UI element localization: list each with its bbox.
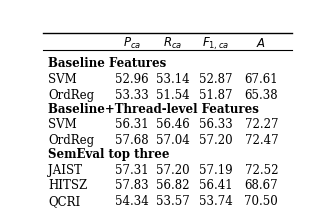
- Text: 72.52: 72.52: [245, 164, 278, 177]
- Text: 57.20: 57.20: [199, 134, 232, 147]
- Text: 53.33: 53.33: [115, 89, 149, 102]
- Text: 52.96: 52.96: [115, 73, 149, 86]
- Text: 67.61: 67.61: [245, 73, 278, 86]
- Text: HITSZ: HITSZ: [48, 179, 88, 192]
- Text: OrdReg: OrdReg: [48, 134, 95, 147]
- Text: 72.47: 72.47: [245, 134, 278, 147]
- Text: $R_{ca}$: $R_{ca}$: [163, 36, 182, 51]
- Text: 56.41: 56.41: [199, 179, 232, 192]
- Text: $P_{ca}$: $P_{ca}$: [123, 36, 141, 51]
- Text: 70.50: 70.50: [245, 195, 278, 208]
- Text: $A$: $A$: [256, 37, 266, 50]
- Text: SVM: SVM: [48, 73, 77, 86]
- Text: 57.20: 57.20: [156, 164, 189, 177]
- Text: 57.68: 57.68: [115, 134, 149, 147]
- Text: 53.57: 53.57: [156, 195, 190, 208]
- Text: 51.54: 51.54: [156, 89, 189, 102]
- Text: 57.19: 57.19: [199, 164, 232, 177]
- Text: 56.82: 56.82: [156, 179, 189, 192]
- Text: 52.87: 52.87: [199, 73, 232, 86]
- Text: 56.33: 56.33: [199, 118, 232, 131]
- Text: SVM: SVM: [48, 118, 77, 131]
- Text: 51.87: 51.87: [199, 89, 232, 102]
- Text: 65.38: 65.38: [245, 89, 278, 102]
- Text: 68.67: 68.67: [245, 179, 278, 192]
- Text: JAIST: JAIST: [48, 164, 82, 177]
- Text: OrdReg: OrdReg: [48, 89, 95, 102]
- Text: 72.27: 72.27: [245, 118, 278, 131]
- Text: 56.46: 56.46: [156, 118, 190, 131]
- Text: 56.31: 56.31: [115, 118, 149, 131]
- Text: 54.34: 54.34: [115, 195, 149, 208]
- Text: Baseline Features: Baseline Features: [48, 57, 167, 70]
- Text: 57.31: 57.31: [115, 164, 149, 177]
- Text: QCRI: QCRI: [48, 195, 81, 208]
- Text: 53.14: 53.14: [156, 73, 189, 86]
- Text: 57.83: 57.83: [115, 179, 149, 192]
- Text: 57.04: 57.04: [156, 134, 190, 147]
- Text: 53.74: 53.74: [199, 195, 232, 208]
- Text: Baseline+Thread-level Features: Baseline+Thread-level Features: [48, 103, 259, 116]
- Text: $F_{1,ca}$: $F_{1,ca}$: [202, 36, 229, 52]
- Text: SemEval top three: SemEval top three: [48, 148, 170, 161]
